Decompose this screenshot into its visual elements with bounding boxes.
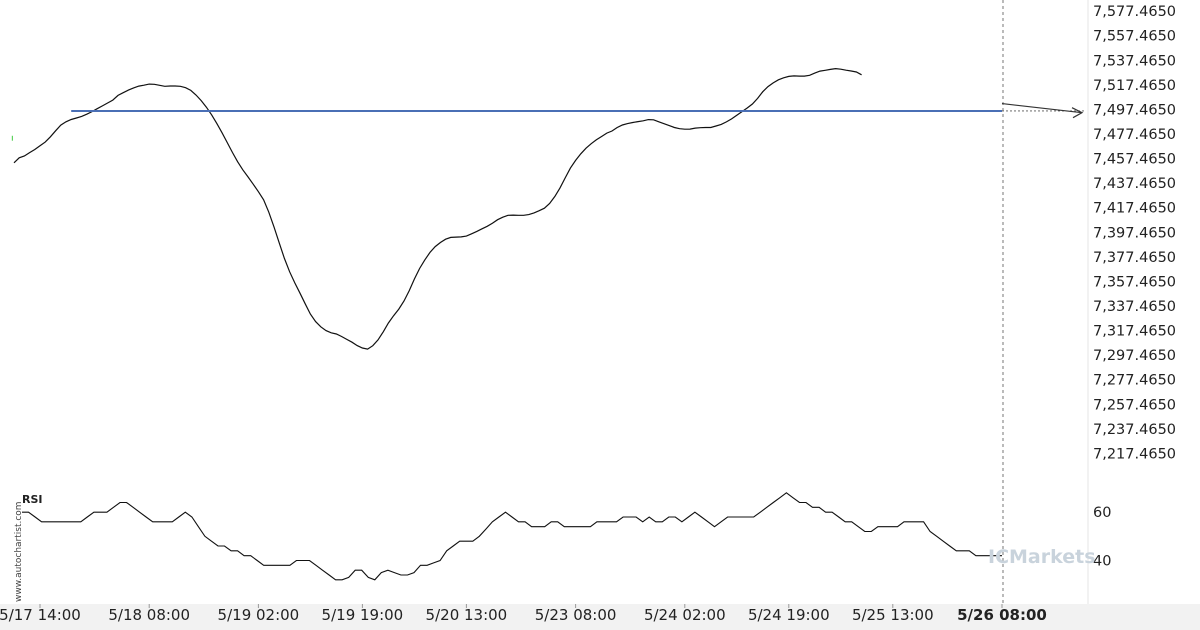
projection-arrow-head xyxy=(1071,107,1084,119)
projection-arrow-line xyxy=(1001,102,1083,114)
time-tick-label: 5/17 14:00 xyxy=(0,606,81,624)
price-tick-label: 7,537.4650 xyxy=(1093,53,1176,69)
time-tick-label: 5/24 02:00 xyxy=(644,606,726,624)
time-tick-label: 5/23 08:00 xyxy=(535,606,617,624)
time-tick-label: 5/24 19:00 xyxy=(748,606,830,624)
price-tick-label: 7,357.4650 xyxy=(1093,274,1176,290)
price-tick-label: 7,397.4650 xyxy=(1093,225,1176,241)
price-tick-label: 7,317.4650 xyxy=(1093,324,1176,340)
rsi-tick-label: 60 xyxy=(1093,505,1111,521)
time-axis-band xyxy=(0,604,1200,630)
price-tick-label: 7,237.4650 xyxy=(1093,422,1176,438)
time-tick-label: 5/19 02:00 xyxy=(218,606,300,624)
rsi-title: RSI xyxy=(22,493,43,506)
brand-logo-text: ICMarkets xyxy=(988,546,1096,568)
time-axis: 5/17 14:00 5/18 08:00 5/19 02:00 5/19 19:00… xyxy=(0,604,1047,624)
price-axis: 7,577.4650 7,557.4650 7,537.4650 7,517.4650… xyxy=(1093,4,1176,462)
watermark: www.autochartist.com xyxy=(14,501,24,602)
time-tick-label: 5/19 19:00 xyxy=(322,606,404,624)
price-tick-label: 7,257.4650 xyxy=(1093,397,1176,413)
price-tick-label: 7,377.4650 xyxy=(1093,250,1176,266)
rsi-panel: 60 40 xyxy=(22,492,1111,581)
price-tick-label: 7,217.4650 xyxy=(1093,446,1176,462)
price-tick-label: 7,497.4650 xyxy=(1093,102,1176,118)
price-tick-label: 7,417.4650 xyxy=(1093,201,1176,217)
price-tick-label: 7,297.4650 xyxy=(1093,348,1176,364)
time-tick-label: 5/25 13:00 xyxy=(852,606,934,624)
time-tick-label: 5/18 08:00 xyxy=(108,606,190,624)
price-tick-label: 7,437.4650 xyxy=(1093,176,1176,192)
price-tick-label: 7,457.4650 xyxy=(1093,152,1176,168)
rsi-line xyxy=(22,492,1002,581)
price-tick-label: 7,477.4650 xyxy=(1093,127,1176,143)
price-tick-label: 7,277.4650 xyxy=(1093,373,1176,389)
moving-average-line xyxy=(13,67,862,350)
brand-logo: ICMarkets xyxy=(988,546,1096,568)
plot-background xyxy=(13,0,1088,478)
price-tick-label: 7,557.4650 xyxy=(1093,29,1176,45)
time-tick-label: 5/26 08:00 xyxy=(957,606,1047,624)
time-tick-label: 5/20 13:00 xyxy=(426,606,508,624)
price-tick-label: 7,577.4650 xyxy=(1093,4,1176,20)
price-tick-label: 7,517.4650 xyxy=(1093,78,1176,94)
rsi-tick-label: 40 xyxy=(1093,554,1111,570)
price-tick-label: 7,337.4650 xyxy=(1093,299,1176,315)
